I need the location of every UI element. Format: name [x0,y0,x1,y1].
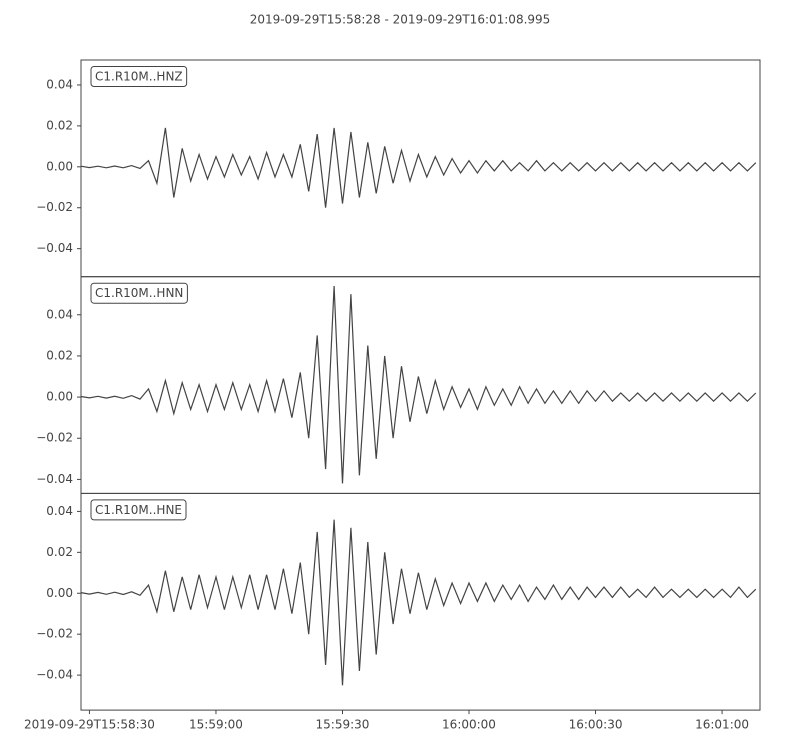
y-tick-label: −0.02 [36,200,73,214]
panel-frame [80,59,761,278]
y-tick-label: 0.00 [46,159,73,173]
y-tick-label: 0.04 [46,504,73,518]
trace-label: C1.R10M..HNZ [95,70,183,84]
x-tick-label: 15:59:00 [189,718,243,732]
trace-label-box [90,499,187,521]
waveform [80,127,757,208]
y-tick-label: 0.00 [46,390,73,404]
y-tick-label: 0.02 [46,545,73,559]
y-tick-label: 0.04 [46,307,73,321]
waveform [80,285,757,484]
x-tick-label: 15:59:30 [316,718,370,732]
y-tick-label: −0.02 [36,431,73,445]
y-tick-label: 0.02 [46,348,73,362]
y-tick-label: −0.04 [36,472,73,486]
panel-frame [80,492,761,711]
trace-label: C1.R10M..HNE [95,503,182,517]
x-tick-label: 16:00:30 [569,718,623,732]
y-tick-label: 0.02 [46,118,73,132]
y-tick-label: −0.04 [36,668,73,682]
y-tick-label: 0.00 [46,586,73,600]
chart-title: 2019-09-29T15:58:28 - 2019-09-29T16:01:0… [250,13,551,27]
y-tick-label: −0.04 [36,241,73,255]
trace-label: C1.R10M..HNN [95,286,183,300]
x-tick-label: 16:00:00 [442,718,496,732]
trace-label-box [90,66,188,87]
x-tick-label: 2019-09-29T15:58:30 [24,718,155,732]
y-tick-label: −0.02 [36,627,73,641]
trace-label-box [90,282,188,304]
y-tick-label: 0.04 [46,77,73,91]
waveform [80,519,757,686]
x-tick-label: 16:01:00 [695,718,749,732]
